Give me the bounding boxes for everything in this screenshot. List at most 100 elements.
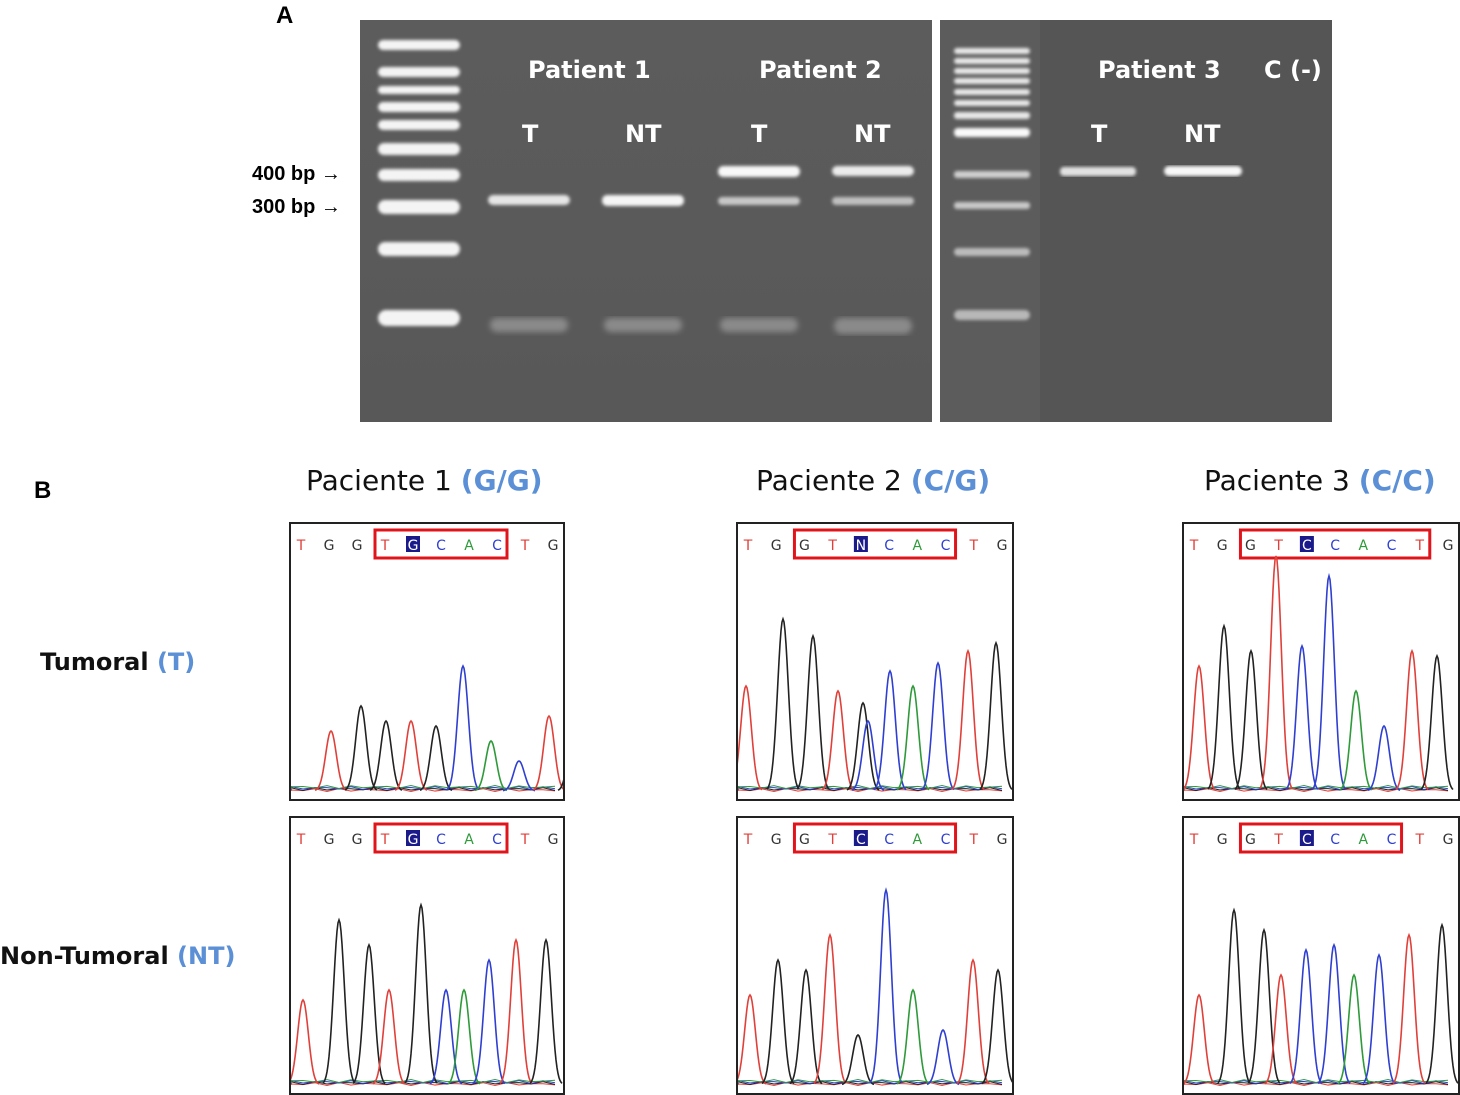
- base-call: A: [1359, 832, 1369, 848]
- peak-trace: [1362, 952, 1396, 1085]
- base-call: T: [827, 832, 837, 848]
- baseline-trace: [1184, 1079, 1449, 1084]
- peak-trace: [956, 958, 990, 1085]
- peak-trace: [869, 887, 903, 1084]
- row-label-non-tumoral-abbr: (NT): [177, 942, 236, 970]
- peak-trace: [926, 1028, 960, 1086]
- base-call: G: [408, 538, 419, 554]
- base-call: C: [1387, 832, 1397, 848]
- peak-trace: [738, 684, 763, 791]
- base-call: G: [771, 832, 782, 848]
- row-label-tumoral-text: Tumoral: [40, 648, 149, 676]
- peak-trace: [1395, 648, 1429, 790]
- peak-trace: [821, 689, 855, 791]
- peak-trace: [529, 937, 563, 1084]
- base-call: C: [436, 832, 446, 848]
- control-label: C (-): [1264, 56, 1322, 84]
- peak-trace: [896, 988, 930, 1085]
- baseline-trace: [1184, 1080, 1449, 1085]
- base-call: G: [1217, 538, 1228, 554]
- base-call: G: [324, 832, 335, 848]
- peak-trace: [1207, 623, 1241, 790]
- base-call: G: [1443, 832, 1454, 848]
- peak-trace: [813, 932, 847, 1084]
- motif-box: [792, 822, 958, 854]
- gel-left: Patient 1 Patient 2 T NT T NT: [360, 20, 932, 422]
- base-call: G: [799, 832, 810, 848]
- peak-trace: [446, 664, 480, 791]
- peak-trace: [1264, 973, 1298, 1085]
- baseline-trace: [1184, 785, 1449, 790]
- peak-trace: [873, 669, 907, 791]
- peak-trace: [1184, 993, 1216, 1085]
- base-call: G: [1245, 538, 1256, 554]
- motif-box: [373, 528, 509, 560]
- panel-b-label: B: [34, 477, 52, 504]
- peak-trace: [979, 640, 1012, 790]
- paciente-2-name: Paciente 2: [756, 464, 902, 497]
- row-label-non-tumoral-text: Non-Tumoral: [0, 942, 169, 970]
- base-call: T: [1273, 832, 1283, 848]
- peak-trace: [322, 917, 356, 1084]
- base-call: G: [771, 538, 782, 554]
- base-call: A: [464, 832, 474, 848]
- peak-trace: [344, 704, 378, 791]
- base-call: N: [856, 538, 866, 554]
- base-call: G: [408, 832, 419, 848]
- peak-trace: [1312, 572, 1346, 790]
- peak-trace: [1367, 724, 1401, 792]
- motif-box: [792, 528, 958, 560]
- base-call: C: [1302, 832, 1312, 848]
- peak-trace: [841, 1033, 875, 1086]
- base-call: T: [968, 832, 978, 848]
- base-call: T: [1414, 832, 1424, 848]
- patient-1-label: Patient 1: [528, 56, 651, 84]
- base-call: G: [1217, 832, 1228, 848]
- peak-trace: [1337, 973, 1371, 1085]
- peak-trace: [372, 988, 406, 1085]
- base-call: T: [1414, 538, 1424, 554]
- base-call: T: [743, 832, 753, 848]
- peak-trace: [761, 958, 795, 1085]
- peak-trace: [502, 760, 536, 792]
- base-call: T: [520, 538, 530, 554]
- peak-trace: [1425, 922, 1458, 1084]
- row-label-non-tumoral: Non-Tumoral (NT): [0, 942, 235, 970]
- base-call: G: [799, 538, 810, 554]
- variant-highlight: [853, 536, 868, 552]
- peak-trace: [1217, 907, 1251, 1084]
- paciente-2-genotype: (C/G): [910, 464, 991, 497]
- base-call: A: [464, 538, 474, 554]
- peak-trace: [474, 739, 508, 792]
- peak-trace: [499, 937, 533, 1084]
- paciente-1-title: Paciente 1 (G/G): [306, 464, 543, 497]
- baseline-trace: [291, 786, 556, 791]
- marker-400bp: 400 bp →: [252, 163, 341, 185]
- base-call: G: [997, 538, 1008, 554]
- base-call: C: [436, 538, 446, 554]
- variant-highlight: [1299, 536, 1314, 552]
- peak-trace: [394, 719, 428, 791]
- paciente-3-genotype: (C/C): [1358, 464, 1436, 497]
- peak-trace: [472, 958, 506, 1085]
- baseline-trace: [291, 1080, 556, 1085]
- peak-trace: [1339, 689, 1373, 791]
- base-call: T: [520, 832, 530, 848]
- peak-trace: [1259, 555, 1293, 789]
- motif-box: [1238, 528, 1432, 560]
- peak-trace: [1234, 648, 1268, 790]
- base-call: G: [548, 832, 559, 848]
- base-call: T: [296, 832, 306, 848]
- base-call: C: [1302, 538, 1312, 554]
- lane-p2-t: T: [751, 120, 768, 148]
- base-call: C: [1387, 538, 1397, 554]
- base-call: T: [296, 538, 306, 554]
- peak-trace: [314, 729, 348, 792]
- paciente-2-title: Paciente 2 (C/G): [756, 464, 990, 497]
